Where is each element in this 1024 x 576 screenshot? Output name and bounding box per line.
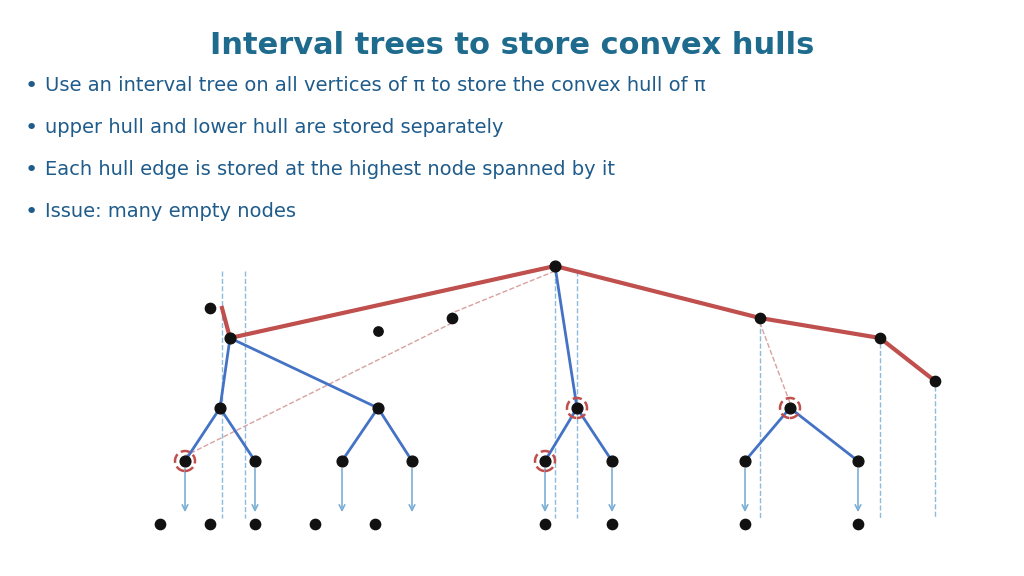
Point xyxy=(212,403,228,412)
Text: •: • xyxy=(25,76,38,96)
Point xyxy=(604,456,621,465)
Point xyxy=(202,520,218,529)
Text: Use an interval tree on all vertices of π to store the convex hull of π: Use an interval tree on all vertices of … xyxy=(45,77,706,96)
Text: Each hull edge is stored at the highest node spanned by it: Each hull edge is stored at the highest … xyxy=(45,161,615,180)
Text: •: • xyxy=(25,160,38,180)
Point xyxy=(222,334,239,343)
Point xyxy=(202,304,218,313)
Point xyxy=(927,376,943,385)
Point xyxy=(737,520,754,529)
Point xyxy=(152,520,168,529)
Point xyxy=(403,456,420,465)
Point xyxy=(568,403,585,412)
Text: Issue: many empty nodes: Issue: many empty nodes xyxy=(45,203,296,222)
Point xyxy=(537,456,553,465)
Point xyxy=(307,520,324,529)
Text: •: • xyxy=(25,202,38,222)
Point xyxy=(247,520,263,529)
Point xyxy=(781,403,798,412)
Point xyxy=(537,520,553,529)
Point xyxy=(370,327,386,336)
Point xyxy=(850,456,866,465)
Text: upper hull and lower hull are stored separately: upper hull and lower hull are stored sep… xyxy=(45,119,504,138)
Point xyxy=(177,456,194,465)
Point xyxy=(247,456,263,465)
Point xyxy=(737,456,754,465)
Point xyxy=(370,403,386,412)
Text: Interval trees to store convex hulls: Interval trees to store convex hulls xyxy=(210,31,814,60)
Text: •: • xyxy=(25,118,38,138)
Point xyxy=(850,520,866,529)
Point xyxy=(871,334,888,343)
Point xyxy=(547,262,563,271)
Point xyxy=(334,456,350,465)
Point xyxy=(367,520,383,529)
Point xyxy=(443,313,460,323)
Point xyxy=(604,520,621,529)
Point xyxy=(752,313,768,323)
